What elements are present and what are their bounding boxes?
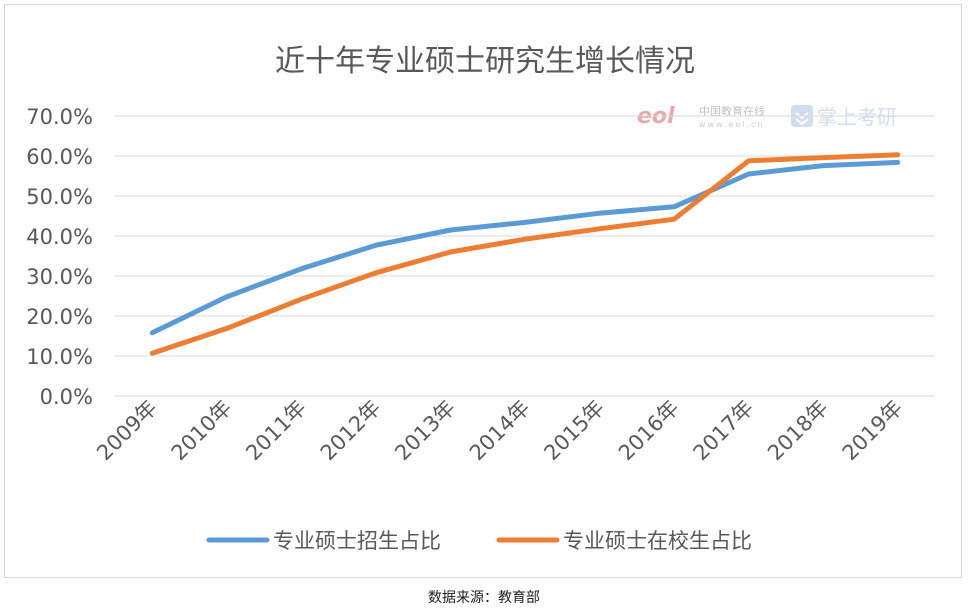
- y-tick-label: 20.0%: [26, 305, 93, 329]
- y-tick-label: 60.0%: [26, 145, 93, 169]
- series-line-enrolled: [149, 152, 901, 356]
- y-tick-label: 30.0%: [26, 265, 93, 289]
- chart-frame: 近十年专业硕士研究生增长情况 eol 中国教育在线 www.eol.cn 掌上考…: [4, 4, 962, 578]
- eol-url: www.eol.cn: [699, 120, 765, 129]
- source-note: 数据来源：教育部: [428, 590, 540, 606]
- x-tick-label: 2015年: [539, 396, 609, 466]
- y-tick-label: 50.0%: [26, 185, 93, 209]
- x-tick-label: 2016年: [614, 396, 684, 466]
- y-tick-label: 0.0%: [40, 385, 93, 409]
- x-tick-label: 2017年: [689, 396, 759, 466]
- x-tick-label: 2013年: [390, 396, 460, 466]
- eol-name: 中国教育在线: [699, 104, 765, 118]
- legend: 专业硕士招生占比 专业硕士在校生占比: [206, 529, 752, 553]
- brand-logo-mark: [795, 112, 809, 126]
- chart-title: 近十年专业硕士研究生增长情况: [275, 44, 695, 79]
- x-tick-label: 2019年: [838, 396, 908, 466]
- legend-label-admission: 专业硕士招生占比: [273, 529, 441, 553]
- y-tick-label: 10.0%: [26, 345, 93, 369]
- x-tick-label: 2011年: [241, 396, 311, 466]
- series-lines: [149, 152, 901, 356]
- line-chart: 近十年专业硕士研究生增长情况 eol 中国教育在线 www.eol.cn 掌上考…: [26, 44, 935, 553]
- y-tick-label: 40.0%: [26, 225, 93, 249]
- brand-name: 掌上考研: [817, 105, 897, 129]
- series-line-admission: [149, 159, 901, 336]
- y-axis: 0.0% 10.0% 20.0% 30.0% 40.0% 50.0% 60.0% 70.0%: [26, 105, 93, 409]
- x-tick-label: 2018年: [763, 396, 833, 466]
- x-tick-label: 2010年: [167, 396, 237, 466]
- legend-label-enrolled: 专业硕士在校生占比: [563, 529, 752, 553]
- x-tick-label: 2014年: [465, 396, 535, 466]
- x-tick-label: 2012年: [316, 396, 386, 466]
- x-tick-label: 2009年: [92, 396, 162, 466]
- y-tick-label: 70.0%: [26, 105, 93, 129]
- x-axis: 2009年 2010年 2011年 2012年 2013年 2014年 2015年 2016年…: [92, 396, 907, 466]
